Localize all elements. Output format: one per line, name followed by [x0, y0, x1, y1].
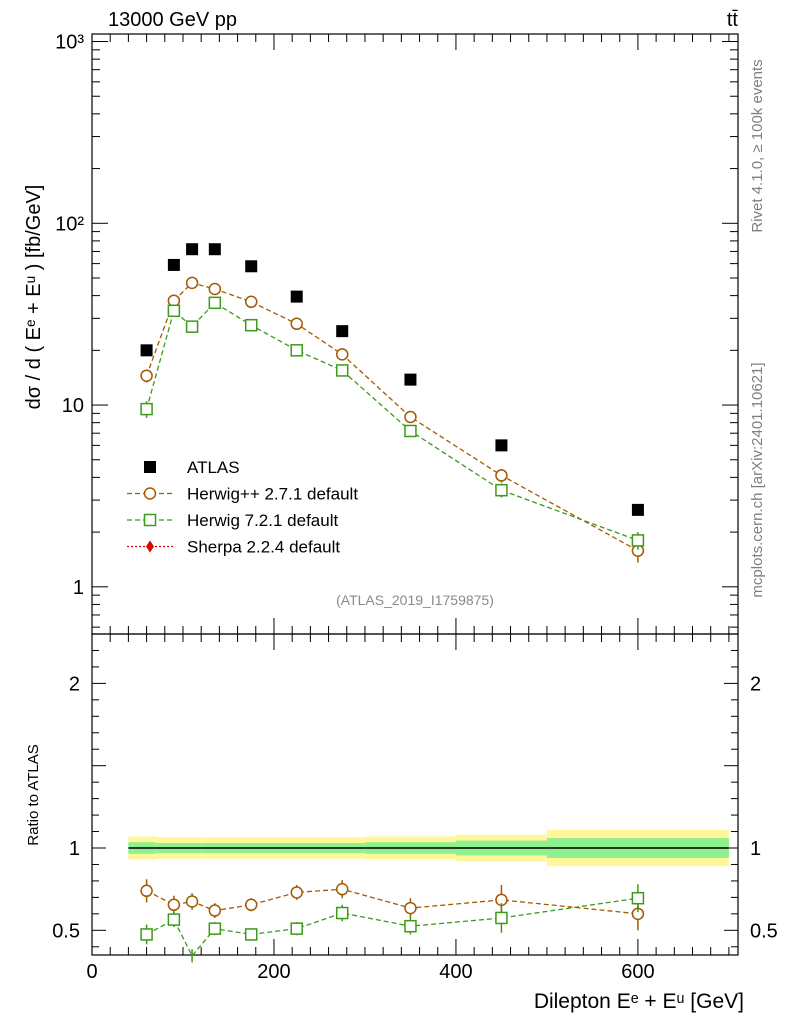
data-point — [208, 296, 222, 310]
ratio-series — [140, 879, 645, 963]
series-group — [140, 243, 644, 516]
ratio-bands — [128, 829, 729, 867]
data-point — [495, 469, 508, 482]
data-point — [140, 369, 153, 382]
data-point — [404, 919, 417, 933]
series-line — [145, 282, 639, 552]
data-point — [208, 904, 222, 917]
data-point — [631, 891, 645, 905]
ratio-ylabel: Ratio to ATLAS — [25, 744, 42, 845]
ratio-ytick-label: 0.5 — [52, 920, 80, 942]
data-point — [208, 922, 222, 935]
legend-label: Sherpa 2.2.4 default — [187, 538, 340, 557]
xtick-label: 0 — [86, 961, 97, 983]
data-point — [495, 439, 508, 452]
legend-item: Sherpa 2.2.4 default — [127, 538, 340, 557]
ratio-ytick-label-right: 0.5 — [750, 920, 778, 942]
data-point — [631, 503, 644, 516]
legend-label: Herwig 7.2.1 default — [187, 511, 338, 530]
legend-item: Herwig++ 2.7.1 default — [127, 485, 358, 504]
data-point — [140, 344, 153, 357]
ratio-ytick-label: 2 — [69, 673, 80, 695]
data-point — [245, 260, 258, 273]
main-ytick-label: 10² — [55, 213, 84, 235]
data-point — [167, 304, 181, 318]
main-series — [140, 243, 645, 563]
data-point — [335, 882, 349, 896]
xlabel: Dilepton Eᵉ + Eᵘ [GeV] — [534, 990, 744, 1013]
ratio-series-group — [140, 884, 645, 963]
analysis-id: (ATLAS_2019_I1759875) — [336, 592, 494, 608]
data-point — [495, 911, 508, 925]
process-label: tt̄ — [727, 9, 739, 31]
data-point — [167, 913, 181, 926]
data-point — [208, 282, 222, 296]
main-ytick-label: 1 — [73, 577, 84, 599]
data-point — [404, 373, 417, 386]
data-point — [185, 276, 199, 290]
legend-marker — [143, 487, 157, 500]
rivet-label: Rivet 4.1.0, ≥ 100k events — [749, 59, 766, 232]
ratio-ytick-label-right: 2 — [750, 673, 761, 695]
xtick-label: 600 — [621, 961, 654, 983]
legend-marker — [146, 540, 154, 553]
energy-label: 13000 GeV pp — [108, 9, 237, 31]
series-line — [146, 897, 638, 957]
data-point — [140, 884, 153, 898]
data-point — [244, 898, 258, 912]
legend-item: ATLAS — [144, 458, 240, 477]
ratio-frame — [91, 633, 739, 956]
data-point — [244, 295, 258, 309]
ratio-ytick-label-right: 1 — [750, 838, 761, 860]
data-point — [404, 901, 417, 915]
main-ytick-label: 10 — [62, 395, 84, 417]
data-point — [140, 402, 153, 416]
main-ytick-label: 10³ — [55, 32, 84, 54]
data-point — [244, 928, 258, 941]
axes: 1 10 10² 10³ 0 200 400 600 0.5 0.5 1 1 2 2 — [52, 32, 778, 983]
data-point — [290, 317, 303, 331]
data-point — [167, 898, 181, 912]
data-point — [404, 424, 417, 438]
data-point — [167, 258, 180, 271]
data-point — [335, 348, 349, 361]
data-point — [290, 344, 303, 357]
ratio-ytick-label: 1 — [69, 838, 80, 860]
data-point — [185, 320, 199, 333]
data-point — [336, 325, 349, 338]
data-point — [186, 243, 199, 256]
legend-label: Herwig++ 2.7.1 default — [187, 485, 358, 504]
data-point — [290, 290, 303, 303]
legend: ATLAS Herwig++ 2.7.1 default Herwig 7.2.1 … — [127, 458, 358, 557]
data-point — [495, 483, 508, 497]
xtick-label: 400 — [439, 961, 472, 983]
data-point — [631, 534, 645, 547]
main-ylabel: dσ / d ( Eᵉ + Eᵘ ) [fb/GeV] — [23, 185, 45, 410]
data-point — [290, 886, 303, 899]
data-point — [140, 928, 153, 941]
legend-marker — [143, 513, 157, 527]
data-point — [208, 243, 221, 256]
data-point — [290, 922, 303, 935]
legend-label: ATLAS — [187, 458, 240, 477]
series-group — [140, 296, 645, 550]
data-point — [404, 410, 417, 424]
data-point — [335, 364, 349, 377]
mcplots-label: mcplots.cern.ch [arXiv:2401.10621] — [749, 362, 766, 597]
legend-item: Herwig 7.2.1 default — [127, 511, 338, 530]
data-point — [335, 906, 349, 920]
data-point — [244, 318, 258, 332]
series-line — [145, 301, 639, 542]
data-point — [185, 895, 199, 908]
xtick-label: 200 — [257, 961, 290, 983]
legend-marker — [144, 461, 156, 473]
series-group — [140, 276, 645, 563]
